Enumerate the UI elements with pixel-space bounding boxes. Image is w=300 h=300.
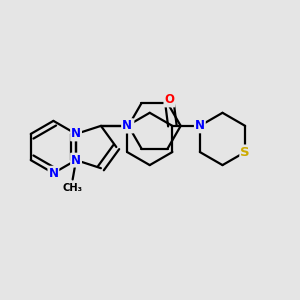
Text: N: N	[48, 167, 59, 180]
Text: CH₃: CH₃	[63, 183, 82, 193]
Text: N: N	[71, 128, 81, 140]
Text: N: N	[195, 119, 205, 132]
Text: S: S	[240, 146, 250, 158]
Text: N: N	[122, 119, 132, 132]
Text: N: N	[123, 119, 134, 132]
Text: O: O	[164, 93, 174, 106]
Text: N: N	[71, 154, 81, 166]
